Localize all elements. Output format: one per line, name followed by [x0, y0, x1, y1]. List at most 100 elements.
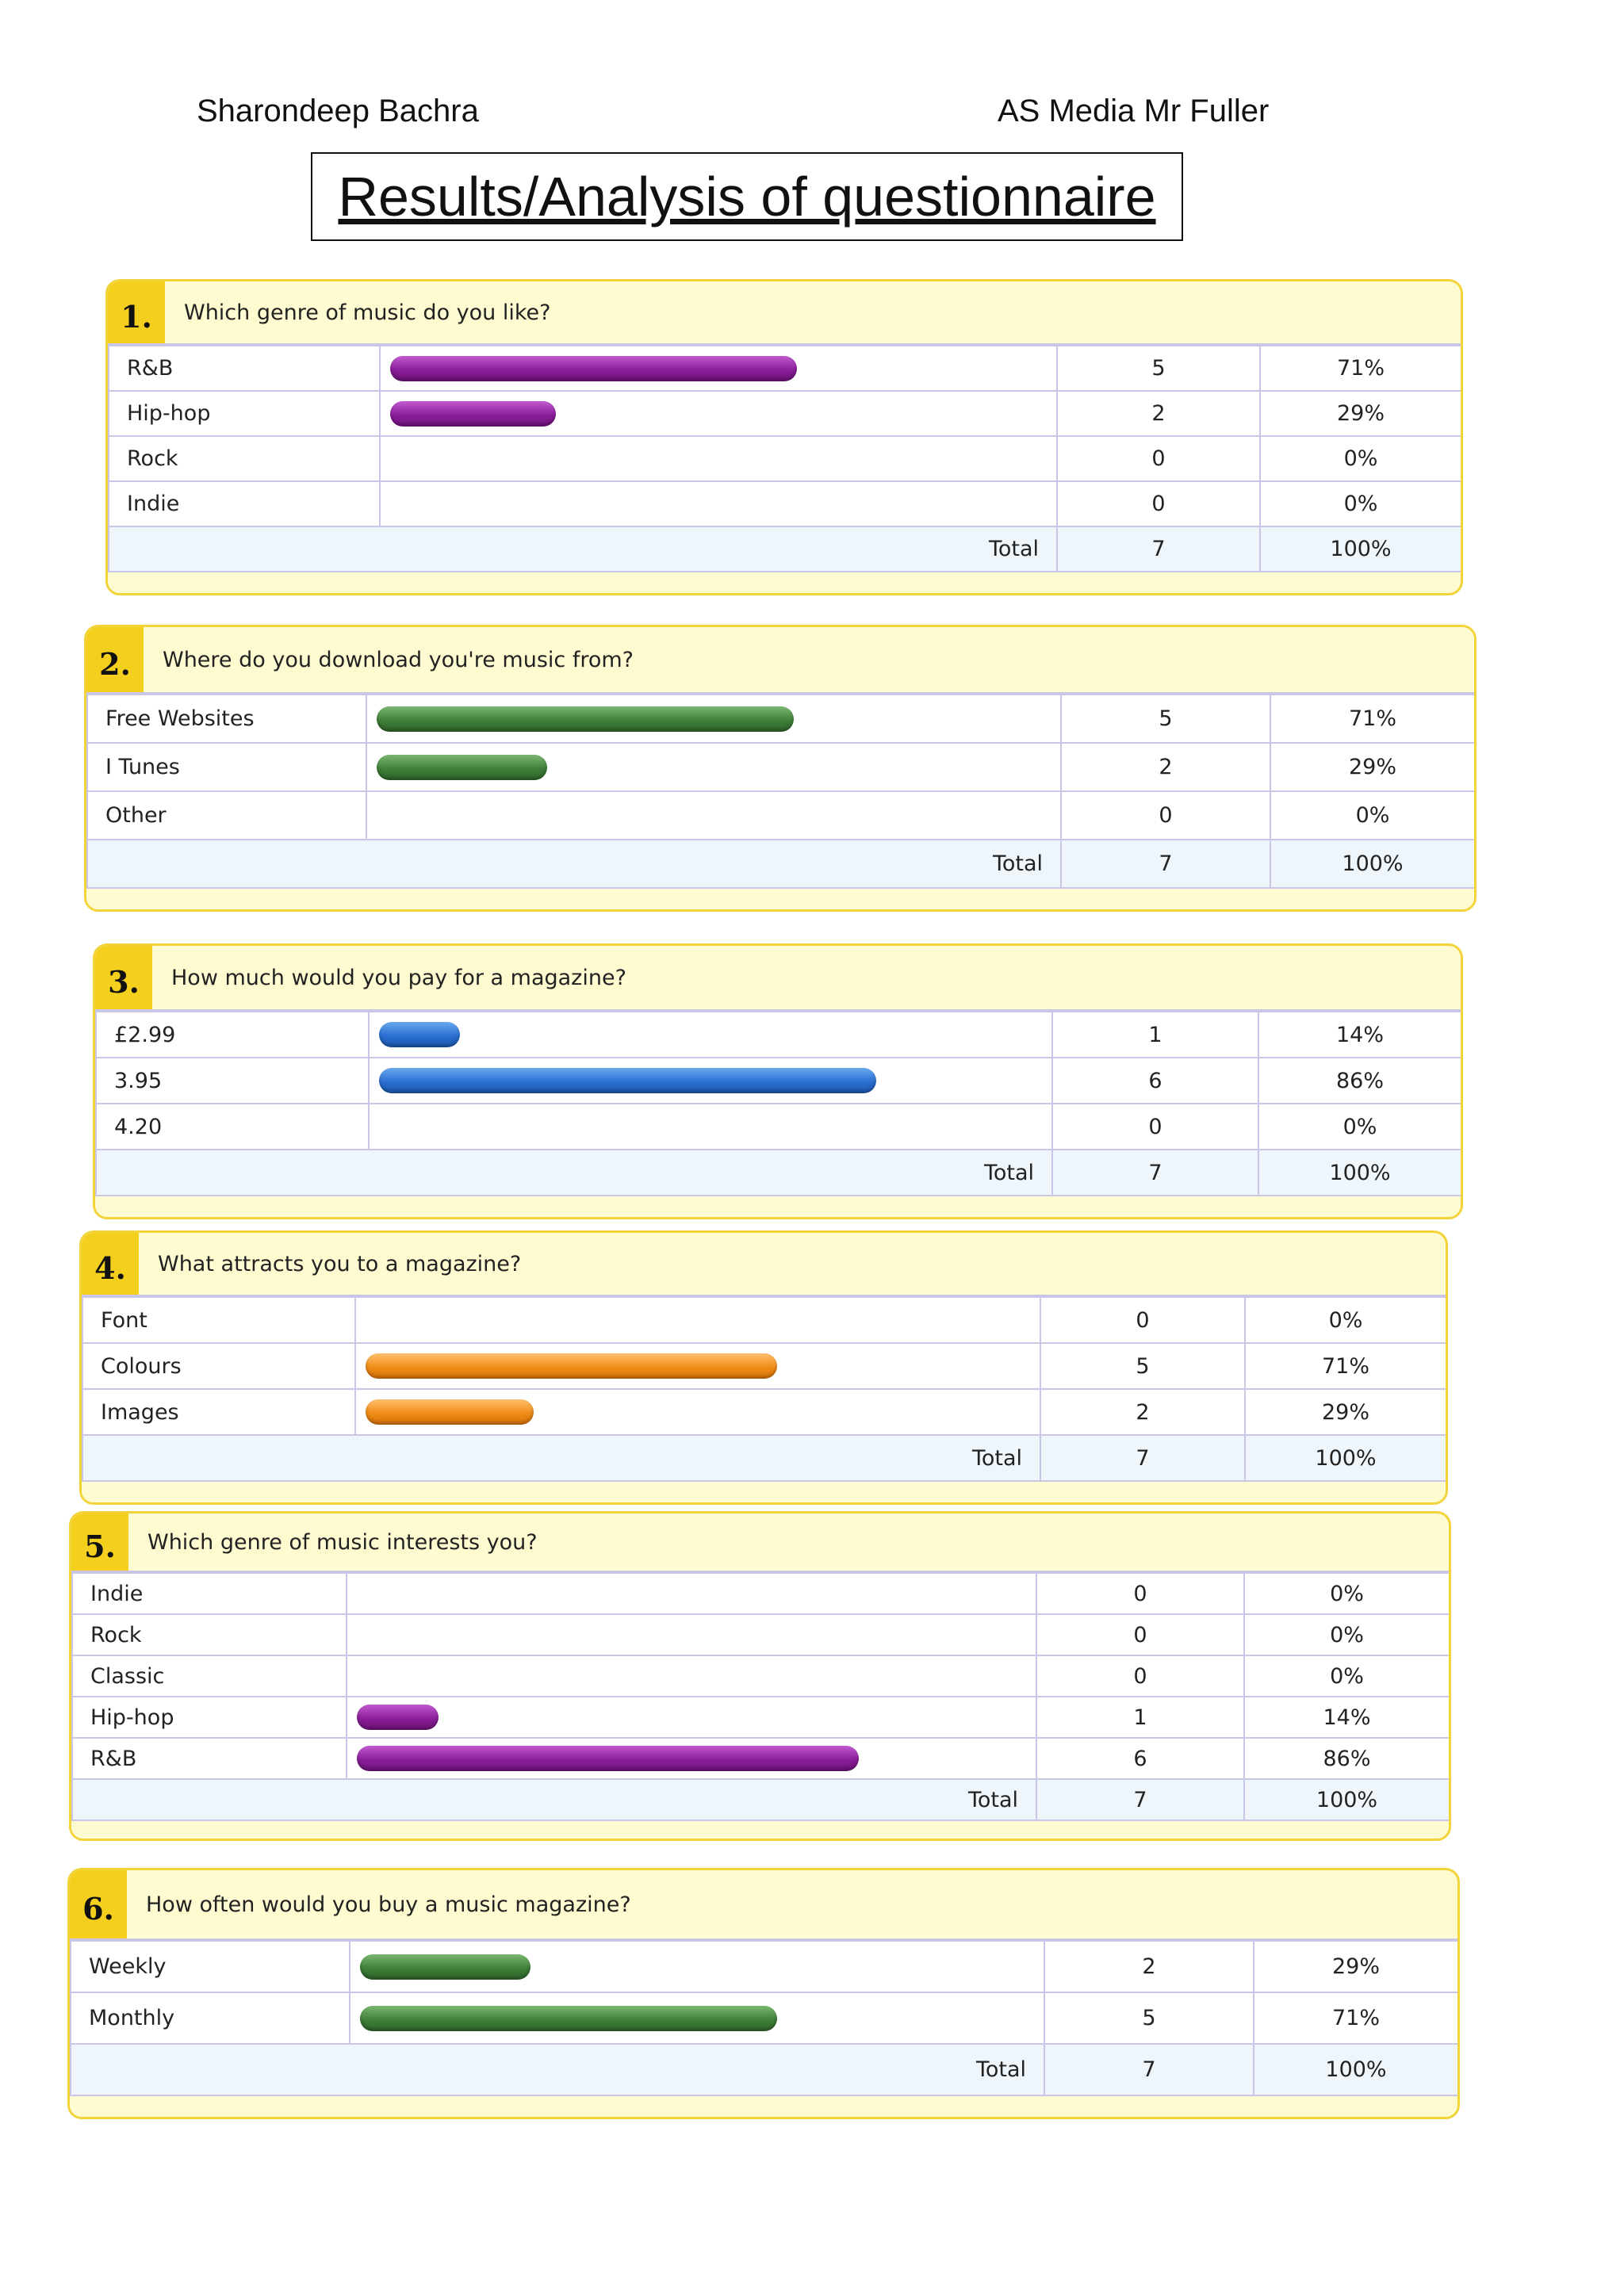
- answer-percent: 71%: [1270, 694, 1474, 744]
- total-count: 7: [1040, 1434, 1246, 1482]
- question-block-4: 4. What attracts you to a magazine? Font 0 0…: [79, 1230, 1448, 1505]
- answer-bar-cell: [366, 742, 1062, 792]
- question-footer: [82, 1482, 1446, 1502]
- question-header: 4. What attracts you to a magazine?: [82, 1233, 1446, 1296]
- question-footer: [95, 1196, 1461, 1217]
- answer-count: 1: [1051, 1011, 1259, 1058]
- answer-row: 4.20 0 0%: [95, 1103, 1461, 1150]
- total-count: 7: [1060, 839, 1271, 889]
- answer-percent: 0%: [1270, 790, 1474, 840]
- answer-label: R&B: [108, 345, 381, 392]
- answer-row: Classic 0 0%: [71, 1655, 1449, 1697]
- answer-label: I Tunes: [86, 742, 367, 792]
- answer-bar-cell: [368, 1011, 1053, 1058]
- author-name: Sharondeep Bachra: [197, 94, 479, 128]
- answer-percent: 0%: [1244, 1296, 1446, 1344]
- total-percent: 100%: [1253, 2043, 1457, 2096]
- answer-bar-cell: [379, 390, 1058, 437]
- answer-percent: 29%: [1270, 742, 1474, 792]
- total-row: Total 7 100%: [82, 1434, 1446, 1482]
- answer-row: Rock 0 0%: [71, 1613, 1449, 1656]
- results-table: Indie 0 0% Rock 0 0% Classic 0 0% Hip-hop 1 14% R&B 6…: [71, 1572, 1449, 1821]
- answer-count: 0: [1036, 1613, 1245, 1656]
- answer-bar-cell: [346, 1655, 1037, 1697]
- answer-label: R&B: [71, 1737, 347, 1780]
- answer-bar: [377, 754, 547, 780]
- answer-bar-cell: [346, 1572, 1037, 1615]
- answer-label: 4.20: [95, 1103, 370, 1150]
- answer-label: Images: [82, 1388, 356, 1436]
- answer-bar: [379, 1022, 460, 1047]
- answer-count: 2: [1056, 390, 1261, 437]
- question-number: 1.: [108, 281, 165, 343]
- question-block-2: 2. Where do you download you're music fro…: [84, 625, 1477, 912]
- total-percent: 100%: [1258, 1149, 1461, 1196]
- answer-count: 6: [1051, 1057, 1259, 1104]
- answer-percent: 0%: [1259, 435, 1461, 482]
- answer-label: Weekly: [70, 1940, 350, 1993]
- answer-bar-cell: [349, 1992, 1045, 2045]
- answer-percent: 86%: [1258, 1057, 1461, 1104]
- answer-count: 2: [1044, 1940, 1254, 1993]
- answer-label: Hip-hop: [108, 390, 381, 437]
- answer-count: 5: [1060, 694, 1271, 744]
- total-percent: 100%: [1270, 839, 1474, 889]
- total-label: Total: [70, 2043, 1045, 2096]
- answer-bar-cell: [379, 435, 1058, 482]
- answer-count: 0: [1040, 1296, 1246, 1344]
- question-number: 3.: [95, 946, 152, 1009]
- answer-label: Rock: [108, 435, 381, 482]
- answer-row: Rock 0 0%: [108, 435, 1461, 482]
- answer-bar: [357, 1746, 859, 1771]
- total-percent: 100%: [1259, 526, 1461, 572]
- answer-percent: 71%: [1244, 1342, 1446, 1390]
- answer-bar: [366, 1399, 534, 1425]
- answer-bar: [360, 1954, 530, 1980]
- answer-row: R&B 5 71%: [108, 345, 1461, 392]
- results-table: Font 0 0% Colours 5 71% Images 2 29% Total 7 100%: [82, 1296, 1446, 1482]
- results-table: Free Websites 5 71% I Tunes 2 29% Other 0 0% Tota…: [86, 694, 1474, 889]
- answer-bar: [390, 400, 556, 427]
- answer-bar: [360, 2005, 777, 2031]
- course-name: AS Media Mr Fuller: [998, 94, 1270, 128]
- answer-row: R&B 6 86%: [71, 1737, 1449, 1780]
- answer-label: 3.95: [95, 1057, 370, 1104]
- answer-bar-cell: [366, 790, 1062, 840]
- answer-count: 5: [1044, 1992, 1254, 2045]
- question-footer: [70, 2096, 1457, 2117]
- answer-label: Hip-hop: [71, 1696, 347, 1739]
- question-block-6: 6. How often would you buy a music magazi…: [67, 1868, 1460, 2119]
- total-count: 7: [1036, 1778, 1245, 1821]
- answer-label: Classic: [71, 1655, 347, 1697]
- answer-percent: 0%: [1243, 1613, 1449, 1656]
- question-text: Which genre of music interests you?: [147, 1529, 538, 1555]
- answer-row: Hip-hop 1 14%: [71, 1696, 1449, 1739]
- question-header: 3. How much would you pay for a magazine?: [95, 946, 1461, 1011]
- results-table: £2.99 1 14% 3.95 6 86% 4.20 0 0% Total 7 100%: [95, 1011, 1461, 1196]
- answer-count: 5: [1040, 1342, 1246, 1390]
- question-text: Which genre of music do you like?: [184, 300, 551, 325]
- answer-bar: [357, 1705, 439, 1730]
- answer-percent: 14%: [1258, 1011, 1461, 1058]
- total-percent: 100%: [1244, 1434, 1446, 1482]
- total-label: Total: [95, 1149, 1053, 1196]
- answer-percent: 29%: [1259, 390, 1461, 437]
- question-number: 5.: [71, 1513, 128, 1571]
- answer-row: I Tunes 2 29%: [86, 742, 1474, 792]
- answer-row: Other 0 0%: [86, 790, 1474, 840]
- answer-row: Font 0 0%: [82, 1296, 1446, 1344]
- total-label: Total: [82, 1434, 1041, 1482]
- answer-count: 1: [1036, 1696, 1245, 1739]
- answer-label: Monthly: [70, 1992, 350, 2045]
- answer-bar-cell: [349, 1940, 1045, 1993]
- answer-bar-cell: [346, 1613, 1037, 1656]
- question-header: 6. How often would you buy a music magazi…: [70, 1870, 1457, 1940]
- question-header: 2. Where do you download you're music fro…: [86, 627, 1474, 694]
- question-footer: [86, 889, 1474, 909]
- answer-count: 2: [1060, 742, 1271, 792]
- question-text: What attracts you to a magazine?: [158, 1251, 522, 1276]
- question-text: How much would you pay for a magazine?: [171, 965, 626, 990]
- results-table: R&B 5 71% Hip-hop 2 29% Rock 0 0% Indie 0 0% Total 7 1…: [108, 345, 1461, 572]
- question-block-1: 1. Which genre of music do you like? R&B 5 7…: [105, 279, 1463, 595]
- answer-count: 5: [1056, 345, 1261, 392]
